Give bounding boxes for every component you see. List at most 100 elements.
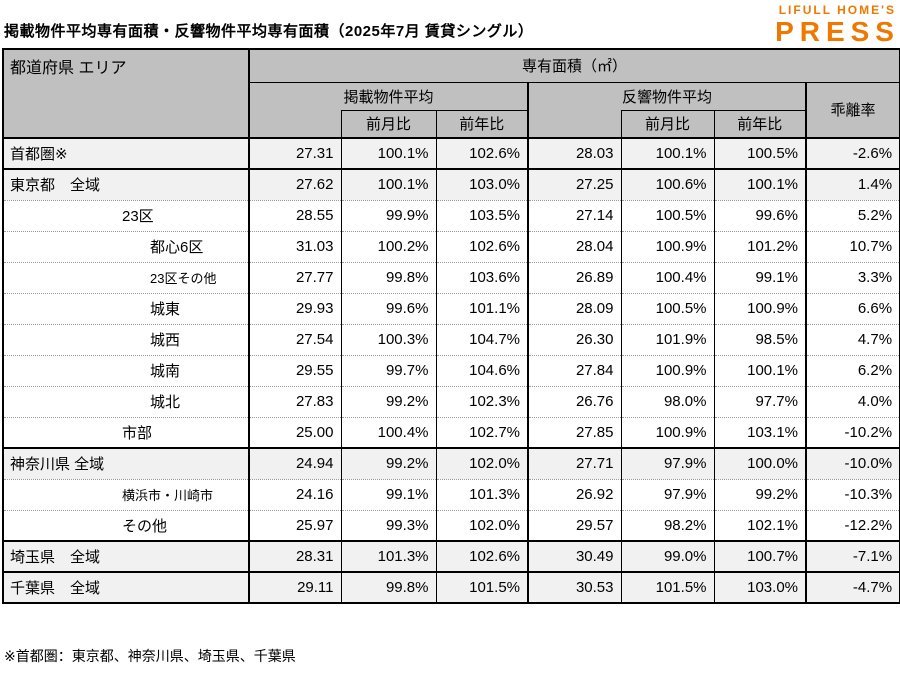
listed-yoy-cell: 104.6%	[436, 354, 529, 386]
inquiry-group-header: 反響物件平均	[528, 82, 807, 110]
listed-avg-cell: 27.62	[249, 168, 342, 200]
inquiry-avg-cell: 26.30	[528, 323, 622, 355]
deviation-rate-cell: 1.4%	[806, 168, 900, 200]
inquiry-yoy-cell: 103.0%	[714, 571, 807, 603]
listed-mom-cell: 100.2%	[341, 230, 437, 262]
inquiry-avg-cell: 27.85	[528, 416, 622, 448]
inquiry-avg-cell: 27.25	[528, 168, 622, 200]
footnote: ※首都圏：東京都、神奈川県、埼玉県、千葉県	[4, 648, 296, 664]
inquiry-avg-header-spacer	[528, 110, 622, 139]
listed-yoy-cell: 102.3%	[436, 385, 529, 417]
area-label: 城北	[3, 385, 250, 417]
inquiry-avg-cell: 26.92	[528, 478, 622, 510]
listed-yoy-cell: 102.7%	[436, 416, 529, 448]
table-row: 城西 27.54 100.3% 104.7% 26.30 101.9% 98.5% 4.7%	[3, 323, 900, 355]
inquiry-yoy-cell: 100.1%	[714, 354, 807, 386]
listed-yoy-cell: 101.5%	[436, 571, 529, 603]
deviation-rate-cell: 4.0%	[806, 385, 900, 417]
area-label: 城南	[3, 354, 250, 386]
area-label: 都心6区	[3, 230, 250, 262]
deviation-rate-cell: -7.1%	[806, 540, 900, 572]
header-row-sub: 前月比 前年比 前月比 前年比	[3, 109, 900, 139]
inquiry-mom-cell: 100.5%	[621, 292, 715, 324]
inquiry-mom-cell: 98.0%	[621, 385, 715, 417]
area-label: その他	[3, 509, 250, 541]
inquiry-avg-cell: 29.57	[528, 509, 622, 541]
deviation-rate-cell: 6.2%	[806, 354, 900, 386]
header-row-unit: 都道府県 エリア 専有面積（㎡）	[3, 49, 900, 139]
deviation-rate-cell: 5.2%	[806, 199, 900, 231]
corner-header: 都道府県 エリア	[3, 49, 250, 139]
inquiry-mom-header: 前月比	[621, 109, 715, 139]
listed-yoy-cell: 102.6%	[436, 540, 529, 572]
inquiry-mom-cell: 100.6%	[621, 168, 715, 200]
listed-mom-cell: 100.1%	[341, 137, 437, 169]
inquiry-yoy-cell: 101.2%	[714, 230, 807, 262]
listed-yoy-cell: 103.6%	[436, 261, 529, 293]
listed-avg-header-spacer	[249, 110, 342, 139]
logo-line2: PRESS	[775, 16, 900, 47]
inquiry-mom-cell: 101.5%	[621, 571, 715, 603]
area-label: 市部	[3, 416, 250, 448]
listed-mom-cell: 100.3%	[341, 323, 437, 355]
listed-mom-cell: 99.7%	[341, 354, 437, 386]
listed-yoy-cell: 101.1%	[436, 292, 529, 324]
listed-mom-cell: 100.4%	[341, 416, 437, 448]
listed-avg-cell: 29.93	[249, 292, 342, 324]
data-table: 都道府県 エリア 専有面積（㎡） 掲載物件平均 反響物件平均 乖離率 前月比 前…	[2, 48, 900, 604]
deviation-rate-cell: -2.6%	[806, 137, 900, 169]
inquiry-mom-cell: 100.9%	[621, 230, 715, 262]
inquiry-avg-cell: 28.03	[528, 137, 622, 169]
listed-avg-cell: 24.16	[249, 478, 342, 510]
area-label: 城東	[3, 292, 250, 324]
inquiry-yoy-cell: 102.1%	[714, 509, 807, 541]
listed-yoy-cell: 101.3%	[436, 478, 529, 510]
inquiry-yoy-cell: 100.7%	[714, 540, 807, 572]
area-label: 23区	[3, 199, 250, 231]
listed-avg-cell: 29.55	[249, 354, 342, 386]
area-label: 首都圏※	[3, 137, 250, 169]
table-row: その他 25.97 99.3% 102.0% 29.57 98.2% 102.1% -12.2…	[3, 509, 900, 541]
listed-yoy-header: 前年比	[436, 109, 529, 139]
inquiry-yoy-cell: 99.6%	[714, 199, 807, 231]
listed-yoy-cell: 102.0%	[436, 447, 529, 479]
listed-mom-cell: 101.3%	[341, 540, 437, 572]
inquiry-mom-cell: 98.2%	[621, 509, 715, 541]
table-row: 東京都 全域 27.62 100.1% 103.0% 27.25 100.6% 100.1%…	[3, 168, 900, 200]
inquiry-yoy-header: 前年比	[714, 109, 807, 139]
listed-mom-cell: 99.2%	[341, 447, 437, 479]
listed-avg-cell: 27.83	[249, 385, 342, 417]
listed-avg-cell: 25.00	[249, 416, 342, 448]
area-label: 横浜市・川崎市	[3, 478, 250, 510]
inquiry-yoy-cell: 100.9%	[714, 292, 807, 324]
deviation-rate-cell: 4.7%	[806, 323, 900, 355]
inquiry-mom-cell: 100.5%	[621, 199, 715, 231]
listed-yoy-cell: 104.7%	[436, 323, 529, 355]
listed-avg-cell: 27.31	[249, 137, 342, 169]
deviation-rate-cell: 3.3%	[806, 261, 900, 293]
table-row: 23区 28.55 99.9% 103.5% 27.14 100.5% 99.6% 5.2%	[3, 199, 900, 231]
listed-yoy-cell: 103.0%	[436, 168, 529, 200]
table-header: 都道府県 エリア 専有面積（㎡） 掲載物件平均 反響物件平均 乖離率 前月比 前…	[3, 49, 900, 139]
deviation-rate-cell: 10.7%	[806, 230, 900, 262]
area-label: 神奈川県 全域	[3, 447, 250, 479]
inquiry-avg-cell: 27.14	[528, 199, 622, 231]
table-row: 市部 25.00 100.4% 102.7% 27.85 100.9% 103.1% -10.…	[3, 416, 900, 448]
inquiry-avg-cell: 27.71	[528, 447, 622, 479]
listed-avg-cell: 25.97	[249, 509, 342, 541]
listed-yoy-cell: 103.5%	[436, 199, 529, 231]
table-row: 城東 29.93 99.6% 101.1% 28.09 100.5% 100.9% 6.6%	[3, 292, 900, 324]
header-row-groups: 掲載物件平均 反響物件平均 乖離率	[3, 82, 900, 139]
listed-mom-cell: 99.2%	[341, 385, 437, 417]
listed-avg-cell: 24.94	[249, 447, 342, 479]
inquiry-avg-cell: 30.49	[528, 540, 622, 572]
listed-avg-cell: 31.03	[249, 230, 342, 262]
table-row: 都心6区 31.03 100.2% 102.6% 28.04 100.9% 101.2% 10…	[3, 230, 900, 262]
listed-avg-cell: 29.11	[249, 571, 342, 603]
listed-mom-cell: 99.6%	[341, 292, 437, 324]
deviation-rate-cell: 6.6%	[806, 292, 900, 324]
inquiry-mom-cell: 97.9%	[621, 478, 715, 510]
logo-line1: LIFULL HOME'S	[778, 3, 896, 17]
inquiry-avg-cell: 26.89	[528, 261, 622, 293]
inquiry-yoy-cell: 100.0%	[714, 447, 807, 479]
